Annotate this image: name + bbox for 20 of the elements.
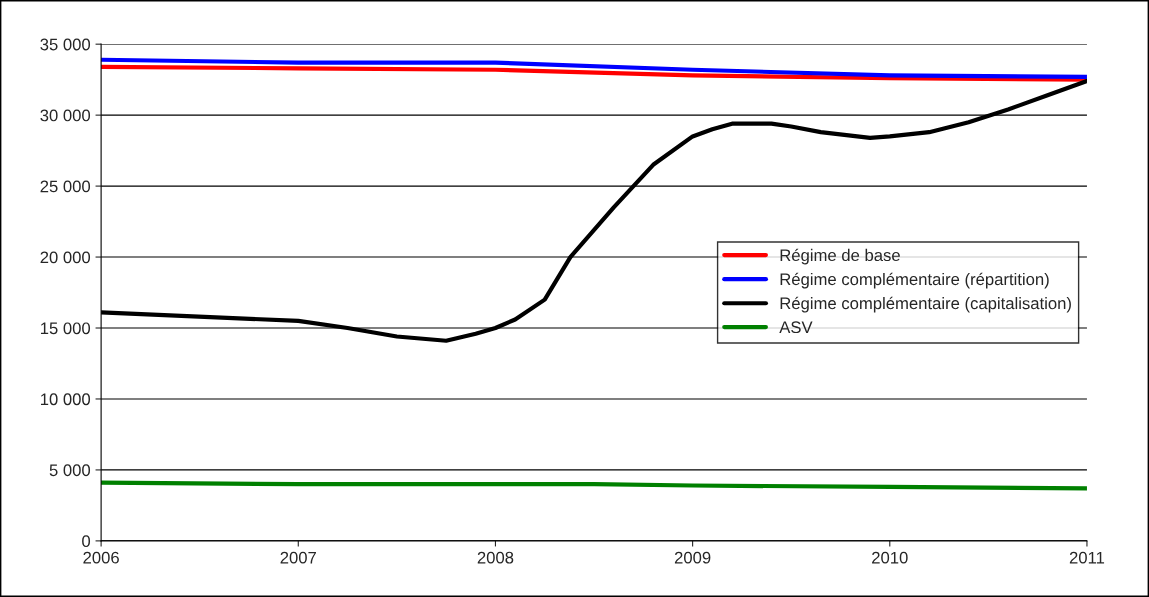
y-tick-label: 20 000 <box>40 251 91 264</box>
line-series <box>101 64 1087 82</box>
y-tick-label: 15 000 <box>40 322 91 335</box>
x-tick-label: 2008 <box>477 551 514 564</box>
y-tick-label: 35 000 <box>40 38 91 51</box>
legend-label: Régime complémentaire (capitalisation) <box>780 296 1071 313</box>
y-tick-label: 0 <box>82 535 91 548</box>
x-tick-label: 2011 <box>1069 551 1105 564</box>
y-tick-label: 10 000 <box>40 393 91 406</box>
legend-label: Régime de base <box>780 248 900 265</box>
x-tick-label: 2010 <box>872 551 908 564</box>
x-tick-label: 2006 <box>83 551 119 564</box>
y-tick-label: 25 000 <box>40 180 91 193</box>
legend-label: Régime complémentaire (répartition) <box>780 272 1049 289</box>
y-tick-label: 30 000 <box>40 109 91 122</box>
line-series <box>101 57 1087 79</box>
x-tick-label: 2009 <box>674 551 711 564</box>
x-tick-label: 2007 <box>280 551 316 564</box>
legend-label: ASV <box>779 321 813 334</box>
y-tick-label: 5 000 <box>49 464 91 477</box>
